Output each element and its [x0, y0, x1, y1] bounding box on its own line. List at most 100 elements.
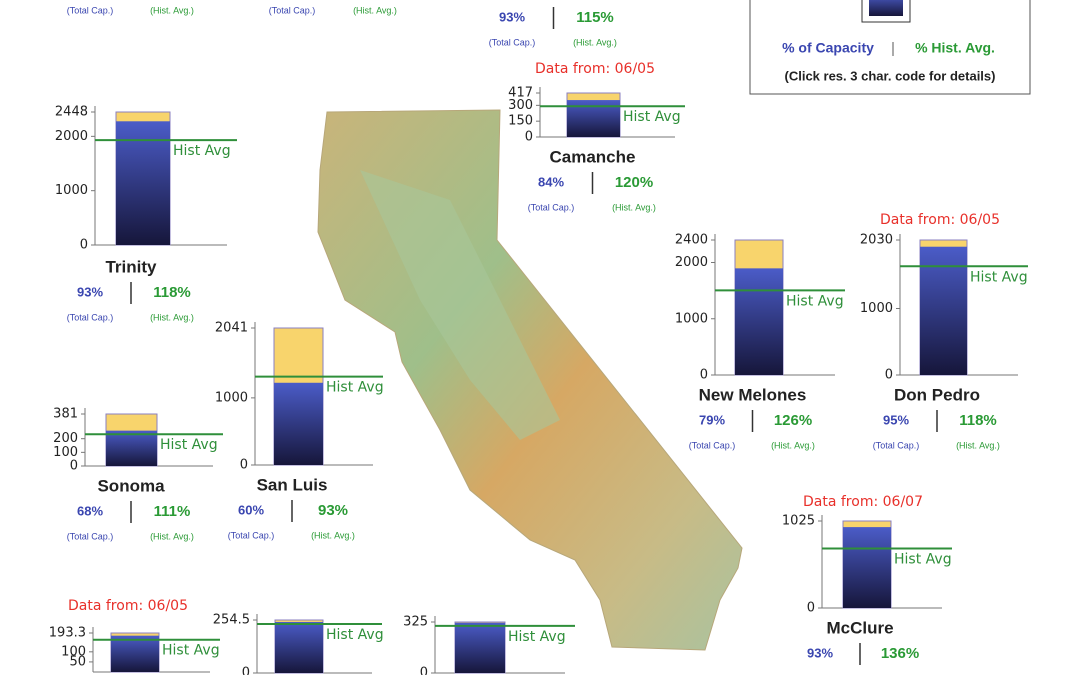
central-valley — [360, 170, 560, 440]
pct-hist-avg: 115% — [576, 9, 614, 26]
tick-label: 0 — [70, 459, 78, 474]
tick-label: 50 — [69, 654, 86, 669]
cap-note: (Total Cap.) — [67, 312, 114, 322]
reservoir-name[interactable]: McClure — [826, 618, 893, 637]
tick-label: 0 — [242, 666, 250, 675]
reservoir-name[interactable]: Camanche — [550, 147, 636, 166]
cap-note: (Total Cap.) — [873, 440, 920, 450]
cap-note: (Total Cap.) — [489, 37, 536, 47]
pct-hist-avg: 111% — [154, 503, 191, 520]
storage-bar[interactable] — [843, 527, 891, 608]
tick-label: 1000 — [675, 311, 708, 326]
tick-label: 2041 — [215, 321, 248, 336]
hist-avg-label: Hist Avg — [970, 269, 1028, 285]
tick-label: 1000 — [215, 390, 248, 405]
cap-note: (Total Cap.) — [528, 202, 575, 212]
tick-label: 100 — [53, 445, 78, 460]
pct-capacity: 95% — [883, 412, 909, 427]
hist-avg-label: Hist Avg — [508, 629, 566, 645]
cap-note: (Total Cap.) — [228, 530, 275, 540]
data-date: Data from: 06/05 — [535, 61, 655, 77]
tick-label: 0 — [80, 238, 88, 253]
pct-capacity: 84% — [538, 174, 564, 189]
hist-note: (Hist. Avg.) — [311, 530, 355, 540]
hist-note: (Hist. Avg.) — [771, 440, 815, 450]
reservoir-name[interactable]: New Melones — [699, 385, 807, 404]
tick-label: 0 — [240, 458, 248, 473]
tick-label: 417 — [508, 86, 533, 101]
hist-avg-label: Hist Avg — [326, 627, 384, 643]
pct-capacity: 93% — [807, 645, 833, 660]
storage-bar[interactable] — [920, 246, 967, 375]
tick-label: 381 — [53, 407, 78, 422]
storage-bar[interactable] — [116, 121, 170, 245]
reservoir-name[interactable]: San Luis — [257, 475, 328, 494]
cap-note: (Total Cap.) — [67, 531, 114, 541]
tick-label: 2400 — [675, 233, 708, 248]
pct-capacity: 68% — [77, 503, 103, 518]
tick-label: 300 — [508, 98, 533, 113]
hist-note: (Hist. Avg.) — [956, 440, 1000, 450]
storage-bar[interactable] — [455, 622, 505, 673]
reservoir-name[interactable]: Sonoma — [97, 476, 165, 495]
hist-note: (Hist. Avg.) — [353, 5, 397, 15]
pct-hist-avg: 118% — [959, 412, 997, 429]
storage-bar[interactable] — [111, 635, 159, 672]
tick-label: 200 — [53, 431, 78, 446]
tick-label: 0 — [885, 368, 893, 383]
hist-avg-label: Hist Avg — [894, 552, 952, 568]
pct-hist-avg: 136% — [881, 645, 919, 662]
pct-hist-avg: 93% — [318, 502, 348, 519]
pct-capacity: 93% — [77, 284, 103, 299]
hist-avg-label: Hist Avg — [623, 109, 681, 125]
pct-hist-avg: 118% — [153, 284, 191, 301]
storage-bar[interactable] — [106, 430, 157, 466]
hist-note: (Hist. Avg.) — [573, 37, 617, 47]
cap-note: (Total Cap.) — [689, 440, 736, 450]
reservoir-name[interactable]: Don Pedro — [894, 385, 980, 404]
data-date: Data from: 06/05 — [68, 598, 188, 614]
hist-avg-label: Hist Avg — [162, 643, 220, 659]
legend-icon-bar — [869, 0, 903, 16]
tick-label: 2000 — [55, 129, 88, 144]
tick-label: 2000 — [675, 255, 708, 270]
tick-label: 193.3 — [49, 626, 86, 641]
pct-capacity: 93% — [499, 9, 525, 24]
tick-label: 0 — [807, 601, 815, 616]
hist-note: (Hist. Avg.) — [150, 312, 194, 322]
tick-label: 2448 — [55, 105, 88, 120]
tick-label: 150 — [508, 114, 533, 129]
pct-capacity: 60% — [238, 502, 264, 517]
tick-label: 1025 — [782, 514, 815, 529]
tick-label: 0 — [700, 368, 708, 383]
hist-avg-label: Hist Avg — [786, 293, 844, 309]
pct-hist-avg: 126% — [774, 412, 812, 429]
legend-note: (Click res. 3 char. code for details) — [785, 68, 996, 83]
tick-label: 254.5 — [213, 613, 250, 628]
tick-label: 2030 — [860, 233, 893, 248]
legend-hist: % Hist. Avg. — [915, 40, 995, 56]
cap-note: (Total Cap.) — [67, 5, 114, 15]
storage-bar[interactable] — [274, 382, 323, 465]
hist-note: (Hist. Avg.) — [612, 202, 656, 212]
tick-label: 325 — [403, 615, 428, 630]
tick-label: 100 — [61, 644, 86, 659]
pct-capacity: 79% — [699, 412, 725, 427]
hist-avg-label: Hist Avg — [160, 437, 218, 453]
reservoir-name[interactable]: Trinity — [105, 257, 157, 276]
tick-label: 0 — [420, 666, 428, 675]
cap-note: (Total Cap.) — [269, 5, 316, 15]
hist-note: (Hist. Avg.) — [150, 5, 194, 15]
legend-capacity: % of Capacity — [782, 40, 874, 56]
storage-bar[interactable] — [275, 621, 323, 673]
hist-avg-label: Hist Avg — [326, 380, 384, 396]
storage-bar[interactable] — [735, 268, 783, 375]
tick-label: 1000 — [55, 183, 88, 198]
data-date: Data from: 06/05 — [880, 212, 1000, 228]
hist-note: (Hist. Avg.) — [150, 531, 194, 541]
pct-hist-avg: 120% — [615, 174, 653, 191]
data-date: Data from: 06/07 — [803, 494, 923, 510]
hist-avg-label: Hist Avg — [173, 143, 231, 159]
tick-label: 1000 — [860, 301, 893, 316]
